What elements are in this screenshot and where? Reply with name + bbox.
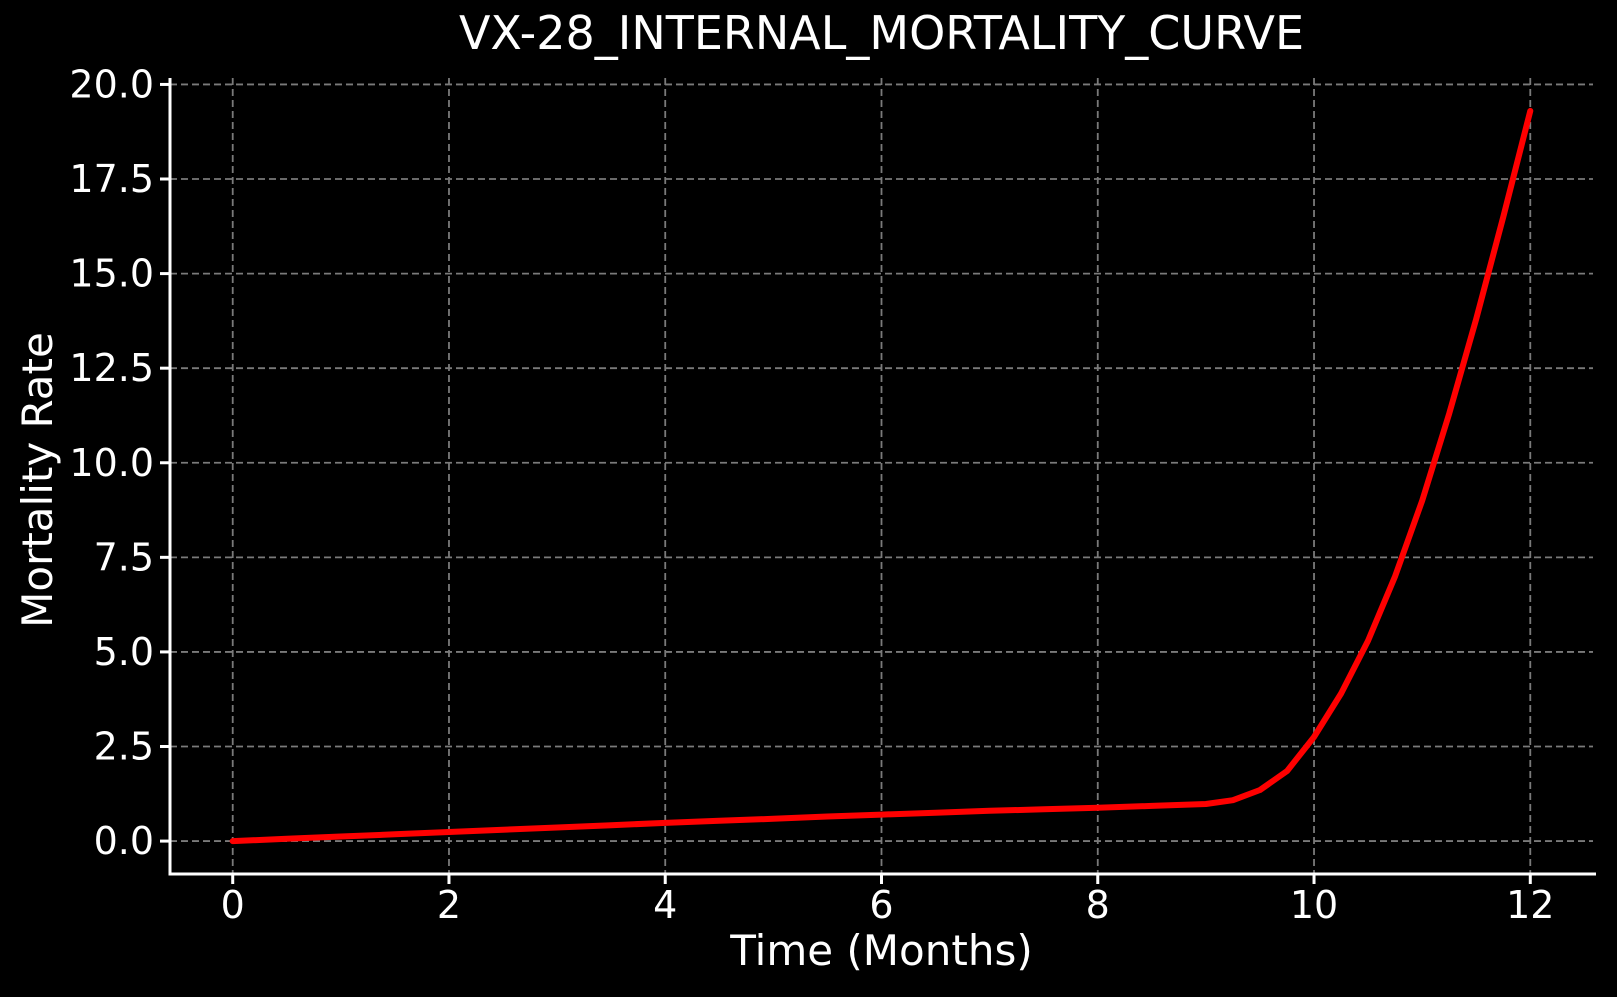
x-tick-label: 12 [1506,883,1554,927]
x-tick-label: 4 [653,883,677,927]
x-tick-label: 0 [221,883,245,927]
y-tick-label: 20.0 [69,62,154,106]
x-tick-label: 8 [1086,883,1110,927]
y-tick-label: 12.5 [69,346,154,390]
y-tick-label: 0.0 [94,819,154,863]
y-tick-label: 2.5 [94,725,154,769]
y-tick-label: 17.5 [69,157,154,201]
y-tick-label: 5.0 [94,630,154,674]
chart-title: VX-28_INTERNAL_MORTALITY_CURVE [458,6,1305,60]
y-tick-label: 15.0 [69,252,154,296]
y-tick-label: 10.0 [69,441,154,485]
x-tick-label: 2 [437,883,461,927]
mortality-curve [229,107,1534,845]
y-tick-label: 7.5 [94,535,154,579]
y-axis-label: Mortality Rate [12,332,62,628]
x-axis-label: Time (Months) [730,926,1033,975]
x-tick-label: 6 [869,883,893,927]
x-tick-label: 10 [1290,883,1338,927]
